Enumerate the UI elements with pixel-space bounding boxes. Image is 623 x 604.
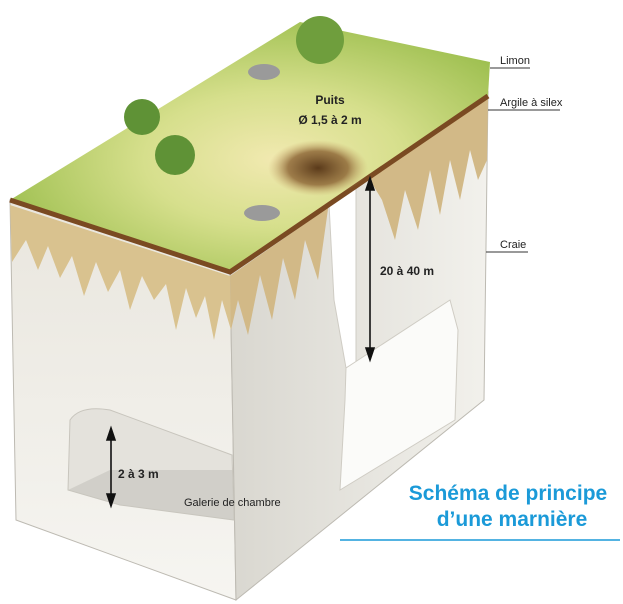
gallery-height: 2 à 3 m	[118, 467, 159, 481]
title: d’une marnière	[437, 508, 588, 531]
shaft-label: Puits	[315, 93, 345, 107]
rock	[244, 205, 280, 221]
top-face	[10, 22, 490, 272]
clay-right	[230, 96, 488, 335]
title: Schéma de principe	[409, 482, 607, 505]
layer-label: Limon	[500, 55, 530, 67]
gallery-floor	[68, 470, 234, 520]
shaft-depth: 20 à 40 m	[380, 264, 434, 278]
layer-label: Argile à silex	[500, 97, 563, 109]
height-arrow	[105, 425, 117, 509]
gallery-right	[339, 299, 459, 491]
tree	[124, 99, 160, 135]
tree	[155, 135, 195, 175]
leader-lines	[486, 67, 560, 253]
layer-label: Craie	[500, 239, 526, 251]
tree	[296, 16, 344, 64]
gallery-label: Galerie de chambre	[184, 497, 281, 509]
clay-front	[10, 205, 231, 340]
shaft-diameter: Ø 1,5 à 2 m	[298, 113, 361, 127]
limon-edge	[9, 93, 490, 275]
shaft-opening	[268, 140, 368, 196]
rock	[248, 64, 280, 80]
depth-arrow	[364, 175, 376, 363]
